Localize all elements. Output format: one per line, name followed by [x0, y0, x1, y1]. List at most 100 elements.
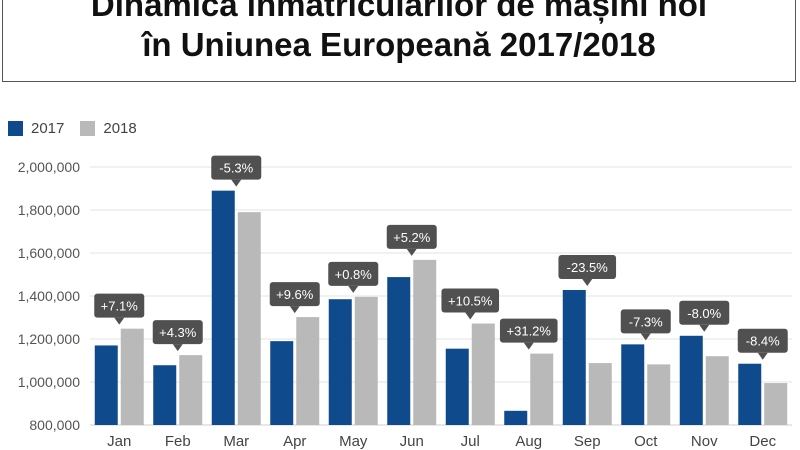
- data-label-text: -7.3%: [629, 314, 663, 329]
- x-tick-label: Dec: [749, 433, 776, 450]
- x-tick-label: Jun: [400, 433, 424, 450]
- data-label-pointer: [172, 344, 183, 352]
- data-label-box: [94, 293, 145, 318]
- bar-2018-sep: [588, 363, 612, 425]
- data-label-box: [386, 224, 437, 249]
- data-label-may: +0.8%: [328, 261, 379, 293]
- y-tick-label: 1,600,000: [18, 245, 80, 261]
- data-label-pointer: [699, 324, 710, 332]
- data-label-box: [558, 254, 617, 279]
- legend-swatch-2018: [80, 120, 96, 136]
- data-label-text: +7.1%: [101, 299, 139, 314]
- data-label-pointer: [582, 278, 593, 286]
- x-tick-label: Jul: [461, 433, 480, 450]
- bar-2017-sep: [562, 289, 586, 425]
- data-label-box: [679, 300, 730, 325]
- data-label-sep: -23.5%: [558, 254, 617, 286]
- bar-2017-mar: [211, 190, 235, 425]
- data-label-text: +9.6%: [276, 287, 314, 302]
- x-tick-label: Jan: [107, 433, 131, 450]
- data-label-text: -8.4%: [746, 334, 780, 349]
- y-tick-label: 1,400,000: [18, 288, 80, 304]
- bar-2018-mar: [237, 212, 261, 425]
- data-label-text: -5.3%: [219, 161, 253, 176]
- data-label-text: +4.3%: [159, 325, 197, 340]
- y-tick-label: 1,000,000: [18, 374, 80, 390]
- data-label-feb: +4.3%: [152, 320, 203, 352]
- data-label-text: +5.2%: [393, 230, 431, 245]
- chart-title-line-2: în Uniunea Europeană 2017/2018: [142, 26, 656, 63]
- data-label-box: [269, 282, 320, 307]
- x-tick-label: Mar: [223, 433, 249, 450]
- data-label-pointer: [231, 179, 242, 187]
- legend-item-2017: 2017: [8, 120, 64, 137]
- data-label-text: +31.2%: [507, 324, 552, 339]
- data-label-pointer: [757, 352, 768, 360]
- legend-item-2018: 2018: [80, 119, 137, 137]
- data-label-pointer: [289, 306, 300, 314]
- bar-2017-aug: [504, 410, 528, 425]
- data-label-dec: -8.4%: [737, 328, 788, 360]
- bar-2018-jun: [413, 259, 437, 425]
- data-label-text: -23.5%: [567, 260, 609, 275]
- bar-2017-oct: [621, 344, 645, 425]
- bar-2018-nov: [705, 356, 729, 425]
- data-label-pointer: [406, 248, 417, 256]
- data-label-box: [499, 318, 558, 343]
- data-label-aug: +31.2%: [499, 318, 558, 350]
- chart-legend: 2017 2018: [8, 118, 153, 138]
- data-label-box: [211, 155, 262, 180]
- x-tick-label: Aug: [515, 433, 542, 450]
- bar-2018-jan: [120, 328, 144, 425]
- bar-2017-jan: [94, 345, 118, 425]
- bar-2018-oct: [647, 364, 671, 425]
- y-tick-label: 1,200,000: [18, 331, 80, 347]
- bar-2018-apr: [296, 317, 320, 425]
- data-label-box: [152, 320, 203, 345]
- bar-2017-jul: [445, 348, 469, 425]
- data-label-box: [441, 288, 500, 313]
- bar-2017-feb: [153, 365, 177, 425]
- data-label-pointer: [114, 317, 125, 325]
- data-label-box: [328, 261, 379, 286]
- x-tick-label: Sep: [574, 433, 601, 450]
- data-label-box: [620, 309, 671, 334]
- data-label-jun: +5.2%: [386, 224, 437, 256]
- data-label-nov: -8.0%: [679, 300, 730, 332]
- bar-2018-jul: [471, 323, 495, 425]
- bar-2017-may: [328, 299, 352, 425]
- data-label-pointer: [640, 333, 651, 341]
- chart-title-box: Dinamica înmatriculărilor de mașini noi …: [2, 0, 796, 82]
- data-label-box: [737, 328, 788, 353]
- data-label-apr: +9.6%: [269, 282, 320, 314]
- legend-label-2017: 2017: [31, 119, 65, 137]
- data-label-pointer: [465, 312, 476, 320]
- data-label-text: +10.5%: [448, 294, 493, 309]
- chart-title-line-1: Dinamica înmatriculărilor de mașini noi: [90, 0, 708, 23]
- data-label-text: +0.8%: [335, 267, 373, 282]
- bar-2017-nov: [679, 335, 703, 425]
- y-tick-label: 1,800,000: [18, 202, 80, 218]
- legend-label-2018: 2018: [103, 119, 137, 137]
- bar-2017-dec: [738, 363, 762, 425]
- y-tick-label: 800,000: [29, 417, 80, 433]
- x-tick-label: Apr: [283, 433, 306, 450]
- bar-2018-feb: [179, 355, 203, 425]
- data-label-jan: +7.1%: [94, 293, 145, 325]
- bar-2018-may: [354, 296, 378, 425]
- data-label-text: -8.0%: [687, 306, 721, 321]
- data-label-pointer: [523, 342, 534, 350]
- y-tick-label: 2,000,000: [18, 159, 80, 175]
- x-tick-label: Nov: [691, 433, 718, 450]
- x-tick-label: Feb: [165, 433, 191, 450]
- data-label-pointer: [348, 285, 359, 293]
- bar-2018-dec: [764, 383, 788, 425]
- data-label-jul: +10.5%: [441, 288, 500, 320]
- bar-2017-apr: [270, 341, 294, 425]
- data-label-mar: -5.3%: [211, 155, 262, 187]
- bar-2018-aug: [530, 353, 554, 425]
- legend-swatch-2017: [8, 120, 23, 136]
- data-label-oct: -7.3%: [620, 309, 671, 341]
- bar-2017-jun: [387, 277, 411, 425]
